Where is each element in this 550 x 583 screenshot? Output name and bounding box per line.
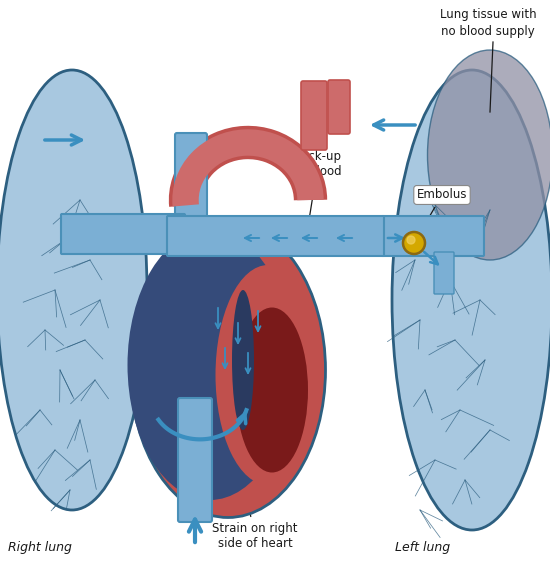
FancyBboxPatch shape [178, 398, 212, 522]
FancyBboxPatch shape [167, 216, 384, 256]
Text: Left lung: Left lung [395, 542, 450, 554]
FancyBboxPatch shape [434, 252, 454, 294]
Text: Lung tissue with
no blood supply: Lung tissue with no blood supply [439, 8, 536, 38]
Wedge shape [137, 310, 213, 375]
FancyBboxPatch shape [328, 80, 350, 134]
Text: Embolus: Embolus [415, 188, 468, 241]
Text: Strain on right
side of heart: Strain on right side of heart [212, 433, 298, 550]
Text: Right lung: Right lung [8, 542, 72, 554]
Ellipse shape [392, 70, 550, 530]
FancyBboxPatch shape [301, 81, 327, 150]
Ellipse shape [0, 70, 147, 510]
Ellipse shape [236, 307, 308, 472]
FancyBboxPatch shape [382, 216, 484, 256]
FancyBboxPatch shape [61, 214, 185, 254]
Ellipse shape [216, 265, 321, 485]
Ellipse shape [128, 230, 293, 500]
Ellipse shape [232, 290, 254, 430]
Circle shape [403, 232, 425, 254]
Text: Back-up
of blood: Back-up of blood [294, 150, 342, 243]
Ellipse shape [427, 50, 550, 260]
FancyBboxPatch shape [175, 133, 207, 232]
Circle shape [407, 236, 415, 244]
Ellipse shape [130, 223, 326, 518]
